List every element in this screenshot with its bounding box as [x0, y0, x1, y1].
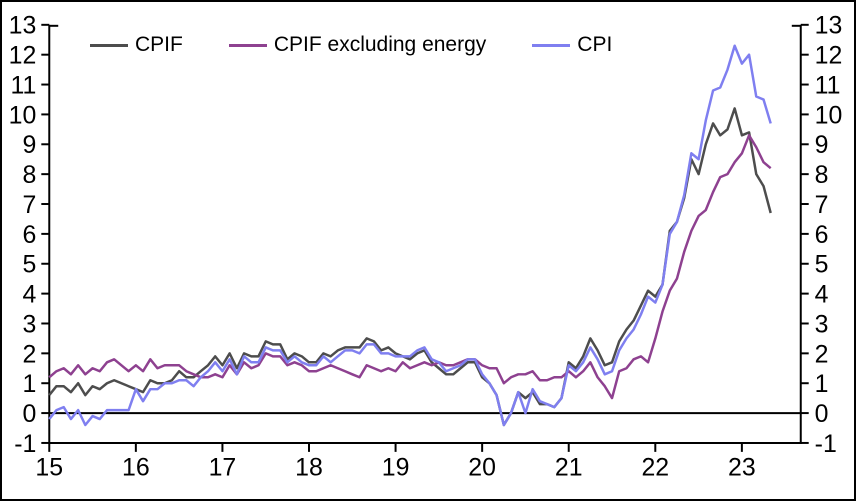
y-axis-tick-label-right: 1 — [815, 371, 829, 398]
x-axis-tick-label: 20 — [468, 455, 496, 482]
y-axis-tick-label-right: 11 — [815, 73, 841, 100]
y-axis-tick-label-left: 8 — [23, 162, 37, 189]
y-axis-tick-label-left: 5 — [23, 252, 37, 279]
legend-label-cpif: CPIF — [135, 33, 183, 56]
y-axis-tick-label-right: 12 — [815, 43, 843, 70]
x-axis-tick-label: 19 — [382, 455, 410, 482]
y-axis-tick-label-left: 13 — [9, 13, 37, 40]
y-axis-tick-label-right: 13 — [815, 13, 843, 40]
legend-item-cpif-ex-energy: CPIF excluding energy — [228, 32, 487, 58]
y-axis-tick-label-right: -1 — [815, 431, 837, 458]
y-axis-tick-label-right: 4 — [815, 282, 829, 309]
legend-item-cpif: CPIF — [90, 32, 183, 58]
y-axis-tick-label-right: 8 — [815, 162, 829, 189]
x-axis-tick-label: 16 — [122, 455, 150, 482]
y-axis-tick-label-left: 0 — [23, 401, 37, 428]
legend-item-cpi: CPI — [532, 32, 612, 58]
legend-label-cpif-ex-energy: CPIF excluding energy — [273, 33, 487, 56]
x-axis-tick-label: 17 — [209, 455, 237, 482]
x-axis-tick-label: 23 — [728, 455, 756, 482]
chart-legend: CPIF CPIF excluding energy CPI — [90, 32, 612, 58]
x-axis-tick-label: 21 — [555, 455, 583, 482]
cpif-line-swatch — [90, 43, 128, 47]
cpi-line-swatch — [532, 43, 571, 47]
y-axis-tick-label-left: 12 — [9, 43, 37, 70]
y-axis-tick-label-right: 9 — [815, 132, 829, 159]
series-line-cpi — [48, 44, 772, 427]
legend-label-cpi: CPI — [577, 33, 613, 56]
y-axis-tick-label-left: 9 — [23, 132, 37, 159]
y-axis-tick-label-left: 1 — [23, 371, 37, 398]
x-axis-tick-label: 22 — [641, 455, 669, 482]
y-axis-tick-label-right: 3 — [815, 311, 829, 338]
y-axis-tick-label-left: 6 — [23, 222, 37, 249]
y-axis-tick-label-right: 0 — [815, 401, 829, 428]
y-axis-tick-label-right: 2 — [815, 341, 829, 368]
y-axis-tick-label-left: 3 — [23, 311, 37, 338]
series-line-cpif-excluding-energy — [48, 134, 772, 400]
y-axis-tick-label-left: 11 — [11, 73, 37, 100]
y-axis-tick-label-right: 7 — [815, 192, 829, 219]
y-axis-tick-label-left: 4 — [23, 282, 37, 309]
y-axis-tick-label-left: 2 — [23, 341, 37, 368]
cpif-ex-energy-line-swatch — [228, 43, 267, 47]
x-axis-tick-label: 15 — [35, 455, 63, 482]
series-line-cpif — [48, 107, 772, 427]
y-axis-tick-label-left: -1 — [14, 431, 36, 458]
y-axis-tick-label-left: 10 — [9, 102, 37, 129]
y-axis-tick-label-right: 10 — [815, 102, 843, 129]
y-axis-tick-label-right: 5 — [815, 252, 829, 279]
y-axis-tick-label-right: 6 — [815, 222, 829, 249]
x-axis-tick-label: 18 — [295, 455, 323, 482]
y-axis-tick-label-left: 7 — [23, 192, 37, 219]
